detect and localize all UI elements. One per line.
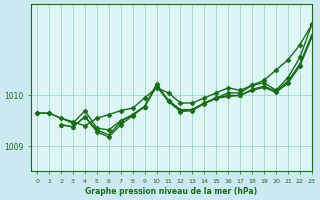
X-axis label: Graphe pression niveau de la mer (hPa): Graphe pression niveau de la mer (hPa) [85,187,258,196]
